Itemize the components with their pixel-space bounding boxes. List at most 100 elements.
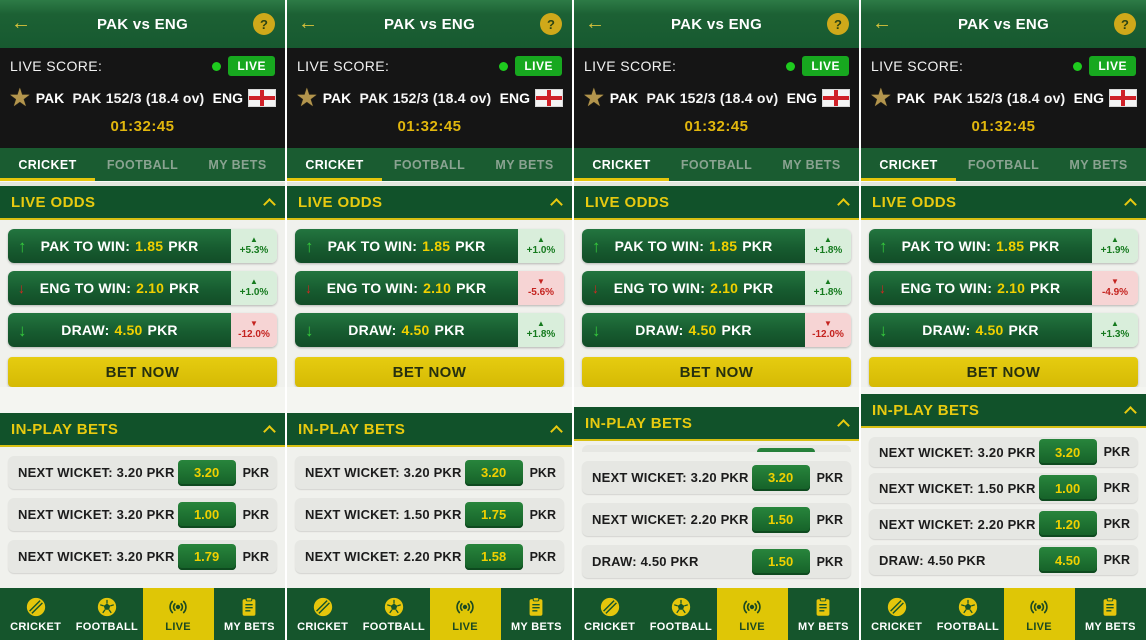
back-arrow-icon[interactable]: ← bbox=[11, 12, 31, 34]
nav-item-live[interactable]: LIVE bbox=[429, 588, 501, 640]
tab-cricket[interactable]: CRICKET bbox=[861, 148, 956, 181]
in-play-bet-row[interactable]: NEXT WICKET: 2.20 PKR 1.20 PKR bbox=[869, 509, 1138, 539]
nav-item-football[interactable]: FOOTBALL bbox=[358, 588, 429, 640]
in-play-bet-row[interactable]: NEXT WICKET: 3.20 PKR 1.00 PKR bbox=[8, 498, 277, 531]
in-play-bet-row[interactable]: DRAW: 4.50 PKR 4.50 PKR bbox=[869, 545, 1138, 575]
live-odds-section-header[interactable]: LIVE ODDS bbox=[861, 186, 1146, 220]
bet-odds-chip[interactable]: 1.75 bbox=[464, 501, 523, 528]
tab-football[interactable]: FOOTBALL bbox=[967, 157, 1040, 172]
bet-odds-chip[interactable]: 1.50 bbox=[751, 548, 810, 575]
bet-odds-chip[interactable]: 1.00 bbox=[177, 501, 236, 528]
divider bbox=[574, 181, 859, 186]
nav-item-football[interactable]: FOOTBALL bbox=[71, 588, 142, 640]
nav-item-cricket[interactable]: CRICKET bbox=[287, 588, 358, 640]
in-play-bet-row[interactable]: NEXT WICKET: 3.20 PKR 3.20 PKR bbox=[582, 461, 851, 494]
nav-item-my-bets[interactable]: MY BETS bbox=[214, 588, 285, 640]
bet-odds-chip[interactable]: 3.20 bbox=[177, 459, 236, 486]
bet-odds-chip[interactable]: 3.20 bbox=[751, 464, 810, 491]
odds-trend-arrow-icon: ↓ bbox=[879, 320, 888, 340]
nav-item-my-bets[interactable]: MY BETS bbox=[1075, 588, 1146, 640]
odds-row-pak-to-win[interactable]: ↑ PAK TO WIN: 1.85 PKR ▲ +1.8% bbox=[582, 229, 851, 263]
tab-my-bets[interactable]: MY BETS bbox=[495, 157, 554, 172]
in-play-bet-row[interactable]: NEXT WICKET: 3.20 PKR 1.79 PKR bbox=[8, 540, 277, 573]
help-icon[interactable]: ? bbox=[253, 13, 275, 35]
odds-row-eng-to-win[interactable]: ↓ ENG TO WIN: 2.10 PKR ▼ -4.9% bbox=[869, 271, 1138, 305]
in-play-bet-row[interactable]: DRAW: 4.50 PKR 1.50 PKR bbox=[582, 545, 851, 578]
in-play-bets-list: NEXT WICKET: 3.20 PKR 3.20 PKR NEXT WICKET:… bbox=[574, 452, 859, 587]
tab-cricket[interactable]: CRICKET bbox=[0, 148, 95, 181]
tab-my-bets[interactable]: MY BETS bbox=[782, 157, 841, 172]
bet-odds-chip[interactable]: 1.20 bbox=[1038, 511, 1097, 537]
nav-item-my-bets[interactable]: MY BETS bbox=[501, 588, 572, 640]
bet-odds-chip[interactable]: 1.00 bbox=[1038, 475, 1097, 501]
bet-odds-chip[interactable]: 1.58 bbox=[464, 543, 523, 570]
in-play-section-header[interactable]: IN-PLAY BETS bbox=[287, 413, 572, 447]
nav-item-football[interactable]: FOOTBALL bbox=[645, 588, 716, 640]
nav-item-football[interactable]: FOOTBALL bbox=[932, 588, 1003, 640]
bet-now-button[interactable]: BET NOW bbox=[295, 357, 564, 387]
odds-row-draw[interactable]: ↓ DRAW: 4.50 PKR ▲ +1.8% bbox=[295, 313, 564, 347]
odds-row-pak-to-win[interactable]: ↑ PAK TO WIN: 1.85 PKR ▲ +1.9% bbox=[869, 229, 1138, 263]
bet-label: NEXT WICKET: 3.20 PKR bbox=[879, 444, 1036, 460]
bet-now-button[interactable]: BET NOW bbox=[582, 357, 851, 387]
nav-item-live[interactable]: LIVE bbox=[142, 588, 214, 640]
odds-trend-arrow-icon: ↑ bbox=[879, 236, 888, 256]
bet-now-button[interactable]: BET NOW bbox=[869, 357, 1138, 387]
odds-row-draw[interactable]: ↓ DRAW: 4.50 PKR ▼ -12.0% bbox=[582, 313, 851, 347]
tab-football[interactable]: FOOTBALL bbox=[106, 157, 179, 172]
odds-row-draw[interactable]: ↓ DRAW: 4.50 PKR ▼ -12.0% bbox=[8, 313, 277, 347]
bet-odds-chip[interactable]: 1.50 bbox=[751, 506, 810, 533]
back-arrow-icon[interactable]: ← bbox=[585, 12, 605, 34]
odds-value: 4.50 bbox=[401, 322, 430, 338]
in-play-section-header[interactable]: IN-PLAY BETS bbox=[0, 413, 285, 447]
odds-row-eng-to-win[interactable]: ↓ ENG TO WIN: 2.10 PKR ▲ +1.0% bbox=[8, 271, 277, 305]
back-arrow-icon[interactable]: ← bbox=[298, 12, 318, 34]
bet-odds-chip[interactable]: 3.20 bbox=[1038, 439, 1097, 465]
live-odds-section-header[interactable]: LIVE ODDS bbox=[574, 186, 859, 220]
help-icon[interactable]: ? bbox=[1114, 13, 1136, 35]
section-gap bbox=[0, 387, 285, 413]
bet-odds-chip[interactable]: 3.20 bbox=[464, 459, 523, 486]
tab-my-bets[interactable]: MY BETS bbox=[208, 157, 267, 172]
back-arrow-icon[interactable]: ← bbox=[872, 12, 892, 34]
nav-item-cricket[interactable]: CRICKET bbox=[574, 588, 645, 640]
in-play-bet-row[interactable]: NEXT WICKET: 1.50 PKR 1.75 PKR bbox=[295, 498, 564, 531]
change-percent: +1.0% bbox=[526, 245, 556, 256]
help-icon[interactable]: ? bbox=[540, 13, 562, 35]
odds-row-pak-to-win[interactable]: ↑ PAK TO WIN: 1.85 PKR ▲ +1.0% bbox=[295, 229, 564, 263]
in-play-section-header[interactable]: IN-PLAY BETS bbox=[861, 394, 1146, 428]
odds-row-eng-to-win[interactable]: ↓ ENG TO WIN: 2.10 PKR ▲ +1.8% bbox=[582, 271, 851, 305]
in-play-bet-row[interactable]: NEXT WICKET: 2.20 PKR 1.58 PKR bbox=[295, 540, 564, 573]
live-odds-section-header[interactable]: LIVE ODDS bbox=[287, 186, 572, 220]
in-play-bet-row[interactable]: NEXT WICKET: 3.20 PKR 3.20 PKR bbox=[295, 456, 564, 489]
tab-football[interactable]: FOOTBALL bbox=[680, 157, 753, 172]
nav-item-cricket[interactable]: CRICKET bbox=[0, 588, 71, 640]
odds-row-draw[interactable]: ↓ DRAW: 4.50 PKR ▲ +1.3% bbox=[869, 313, 1138, 347]
odds-row-pak-to-win[interactable]: ↑ PAK TO WIN: 1.85 PKR ▲ +5.3% bbox=[8, 229, 277, 263]
nav-item-my-bets[interactable]: MY BETS bbox=[788, 588, 859, 640]
odds-row-eng-to-win[interactable]: ↓ ENG TO WIN: 2.10 PKR ▼ -5.6% bbox=[295, 271, 564, 305]
in-play-section-header[interactable]: IN-PLAY BETS bbox=[574, 407, 859, 441]
bet-now-button[interactable]: BET NOW bbox=[8, 357, 277, 387]
tab-cricket[interactable]: CRICKET bbox=[574, 148, 669, 181]
tab-my-bets[interactable]: MY BETS bbox=[1069, 157, 1128, 172]
bottom-nav-bar: CRICKET FOOTBALL LIVE bbox=[0, 588, 285, 640]
bottom-nav-bar: CRICKET FOOTBALL LIVE bbox=[574, 588, 859, 640]
in-play-bet-row[interactable]: NEXT WICKET: 3.20 PKR 3.20 PKR bbox=[8, 456, 277, 489]
tab-cricket[interactable]: CRICKET bbox=[287, 148, 382, 181]
tab-football[interactable]: FOOTBALL bbox=[393, 157, 466, 172]
help-icon[interactable]: ? bbox=[827, 13, 849, 35]
nav-item-cricket[interactable]: CRICKET bbox=[861, 588, 932, 640]
in-play-bet-row[interactable]: NEXT WICKET: 1.50 PKR 1.00 PKR bbox=[869, 473, 1138, 503]
nav-label: FOOTBALL bbox=[649, 620, 713, 633]
live-odds-section-header[interactable]: LIVE ODDS bbox=[0, 186, 285, 220]
in-play-bet-row[interactable]: NEXT WICKET: 3.20 PKR 3.20 PKR bbox=[869, 437, 1138, 467]
odds-value: 2.10 bbox=[710, 280, 739, 296]
change-triangle-icon: ▼ bbox=[250, 319, 258, 328]
nav-item-live[interactable]: LIVE bbox=[1003, 588, 1075, 640]
bet-odds-chip[interactable]: 1.79 bbox=[177, 543, 236, 570]
bet-currency: PKR bbox=[242, 507, 269, 522]
nav-item-live[interactable]: LIVE bbox=[716, 588, 788, 640]
in-play-bet-row[interactable]: NEXT WICKET: 2.20 PKR 1.50 PKR bbox=[582, 503, 851, 536]
bet-odds-chip[interactable]: 4.50 bbox=[1038, 547, 1097, 573]
